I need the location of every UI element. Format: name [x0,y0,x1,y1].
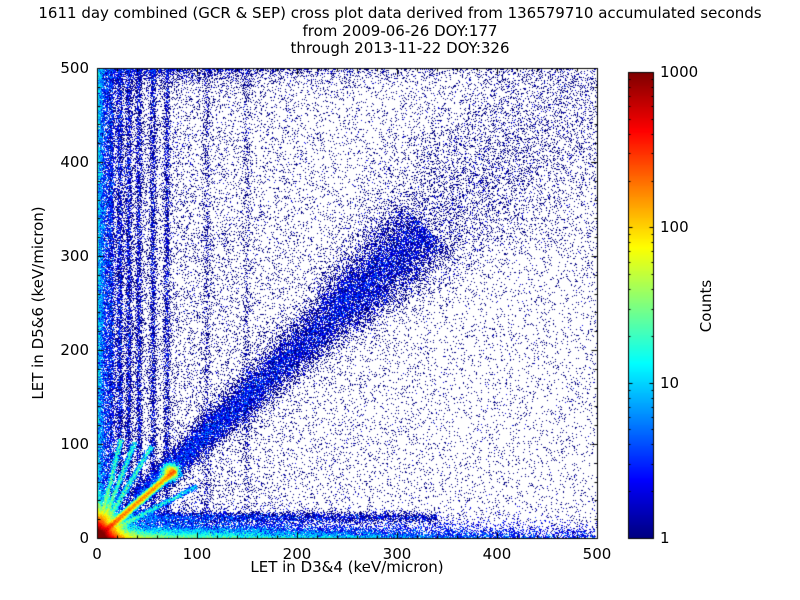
x-tick-label: 200 [282,545,312,563]
y-tick-label: 500 [60,59,89,77]
x-tick-label: 0 [92,545,102,563]
colorbar-label: Counts [697,279,715,333]
colorbar-tick-label: 100 [660,218,689,236]
chart-title-line-2: from 2009-06-26 DOY:177 [302,22,498,40]
y-tick-label: 0 [79,529,89,547]
y-tick-label: 200 [60,341,89,359]
chart-title-line-3: through 2013-11-22 DOY:326 [290,39,510,57]
colorbar-tick-label: 10 [660,374,680,392]
colorbar-tick-label: 1000 [660,63,699,81]
y-tick-label: 100 [60,435,89,453]
chart-title-line-1: 1611 day combined (GCR & SEP) cross plot… [38,4,762,22]
x-tick-label: 300 [382,545,412,563]
colorbar-tick-label: 1 [660,529,670,547]
x-tick-label: 400 [482,545,512,563]
x-axis-label: LET in D3&4 (keV/micron) [250,558,444,576]
y-axis-label: LET in D5&6 (keV/micron) [29,206,47,400]
x-tick-label: 500 [582,545,612,563]
y-tick-label: 400 [60,153,89,171]
y-tick-label: 300 [60,247,89,265]
x-tick-label: 100 [182,545,212,563]
